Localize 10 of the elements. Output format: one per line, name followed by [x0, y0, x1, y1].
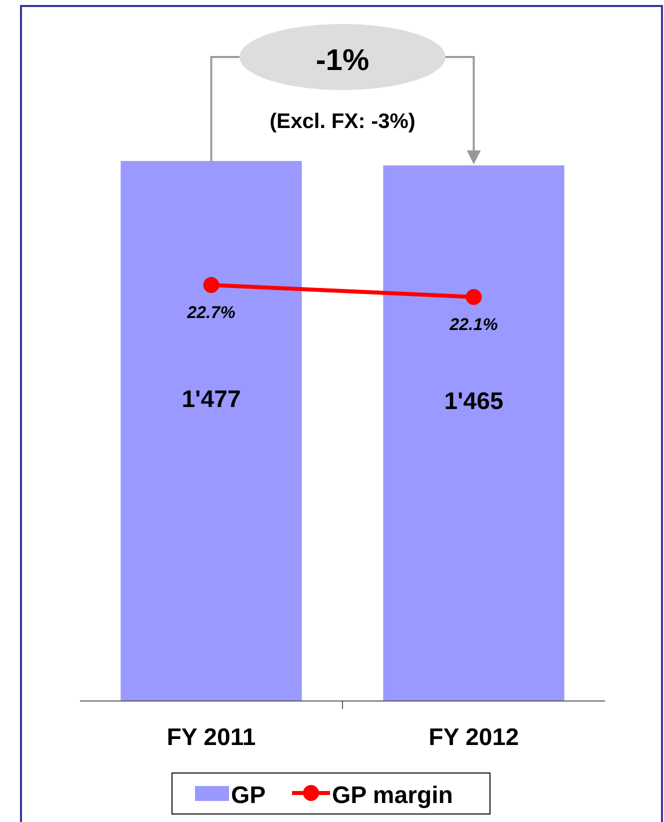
x-tick-label: FY 2011 — [166, 724, 256, 751]
data-label: 22.1% — [448, 315, 498, 334]
data-label: 1'465 — [444, 388, 504, 416]
data-label: 22.7% — [186, 303, 236, 322]
text: -1% — [316, 44, 370, 77]
text: (Excl. FX: -3%) — [270, 110, 416, 133]
x-tick-label: FY 2012 — [428, 724, 519, 751]
legend-label: GP — [231, 782, 266, 809]
data-label: 1'477 — [182, 386, 241, 413]
legend-label: GP margin — [332, 782, 453, 809]
